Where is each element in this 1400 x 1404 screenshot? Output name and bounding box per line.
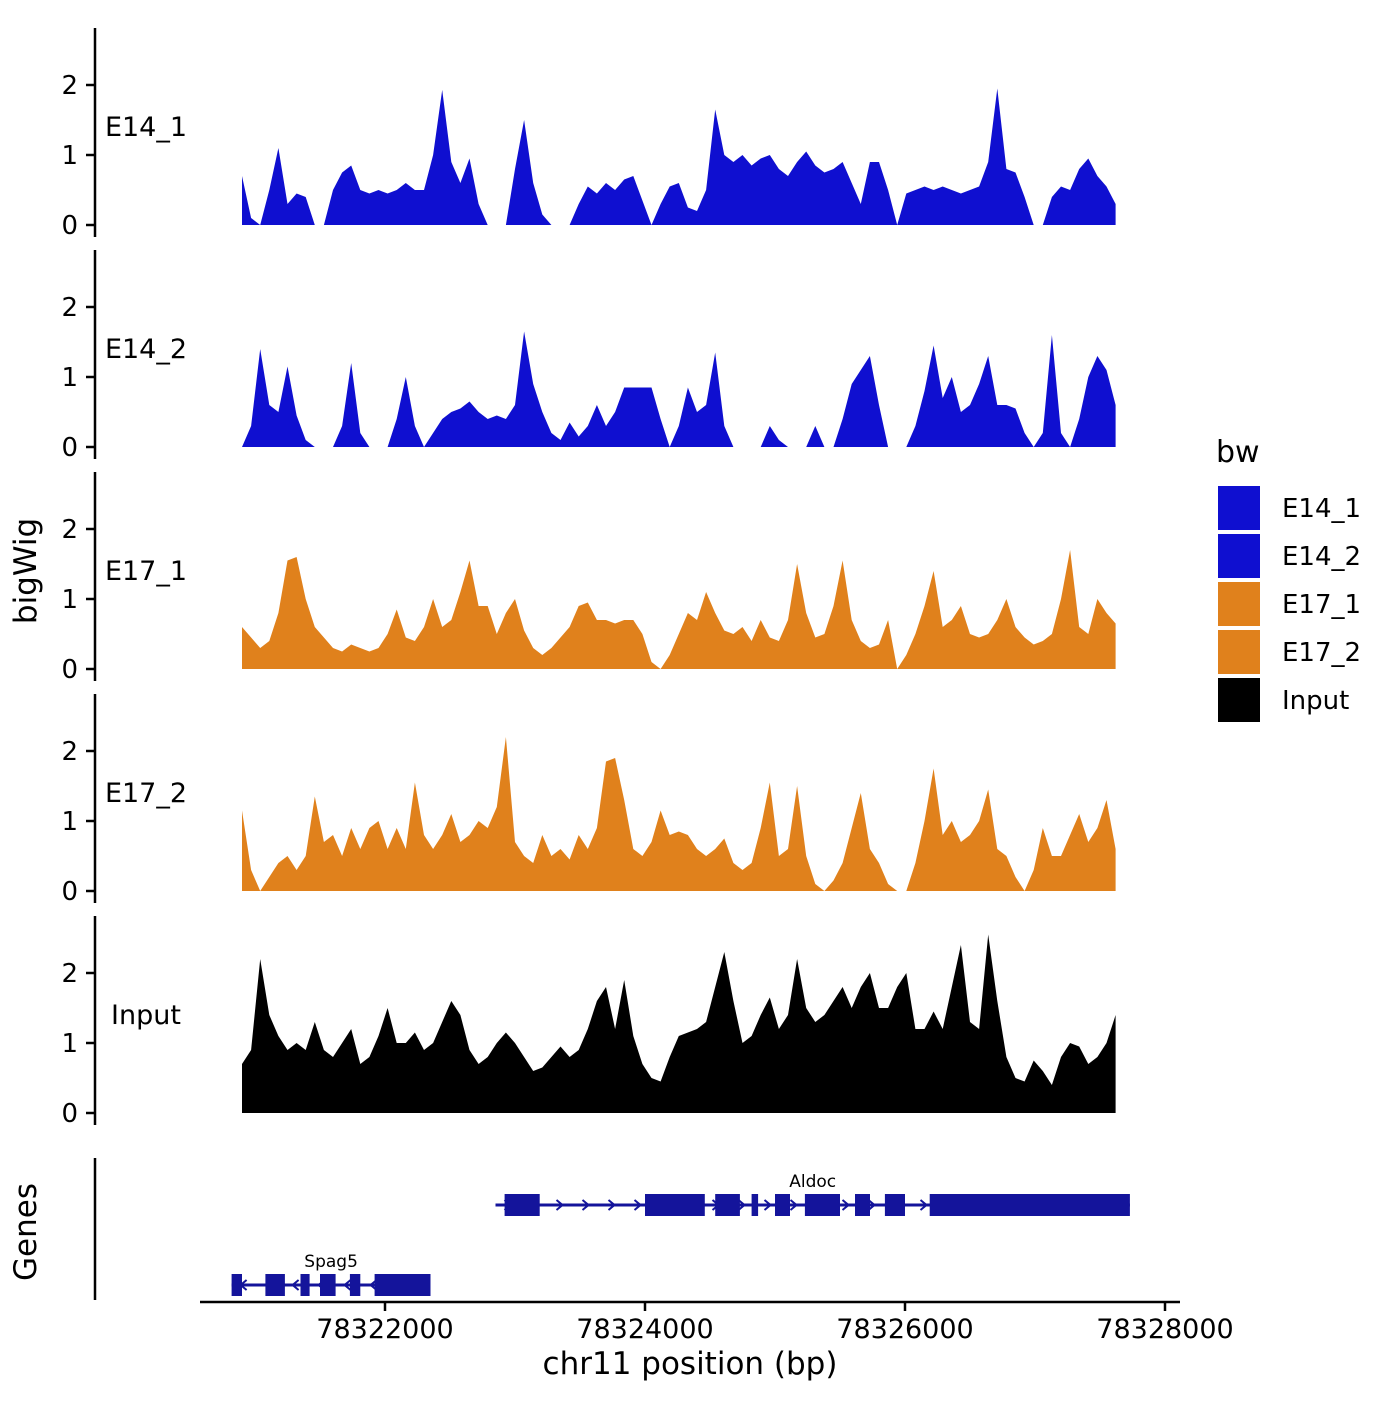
y-tick-label: 1 bbox=[61, 1029, 78, 1059]
exon-box bbox=[775, 1194, 790, 1216]
y-tick-label: 1 bbox=[61, 585, 78, 615]
y-tick-label: 0 bbox=[61, 655, 78, 685]
exon-box bbox=[374, 1274, 431, 1296]
strand-arrow-icon bbox=[867, 1199, 877, 1211]
track-label-E17_1: E17_1 bbox=[105, 556, 187, 587]
y-axis-title: bigWig bbox=[8, 518, 44, 624]
strand-arrow-icon bbox=[763, 1199, 773, 1211]
gene-label: Aldoc bbox=[789, 1172, 836, 1192]
exon-box bbox=[884, 1194, 905, 1216]
track-label-E17_2: E17_2 bbox=[105, 778, 187, 809]
y-tick-label: 0 bbox=[61, 1099, 78, 1129]
strand-arrow-icon bbox=[737, 1199, 747, 1211]
legend-entry-E17_1: E17_1 bbox=[1218, 582, 1361, 626]
y-tick-label: 0 bbox=[61, 211, 78, 241]
legend-title: bw bbox=[1216, 435, 1260, 470]
x-axis: 78322000 78324000 78326000 78328000 bbox=[200, 1300, 1234, 1345]
genes-axis-title: Genes bbox=[8, 1183, 44, 1281]
legend-entries: E14_1 E14_2 E17_1 E17_2 Input bbox=[1218, 486, 1361, 722]
legend-label: E17_2 bbox=[1282, 638, 1361, 668]
signal-area-Input bbox=[242, 934, 1116, 1113]
strand-arrow-icon bbox=[291, 1279, 300, 1291]
signal-area-E14_2 bbox=[242, 331, 1116, 447]
legend-label: Input bbox=[1282, 686, 1349, 716]
legend-entry-E14_1: E14_1 bbox=[1218, 486, 1361, 530]
track-label-E14_1: E14_1 bbox=[105, 112, 187, 143]
y-tick-label: 2 bbox=[61, 515, 78, 545]
y-tick-label: 0 bbox=[61, 877, 78, 907]
y-tick-label: 2 bbox=[61, 737, 78, 767]
strand-arrow-icon bbox=[555, 1199, 565, 1211]
y-tick-label: 2 bbox=[61, 959, 78, 989]
strand-arrow-icon bbox=[581, 1199, 591, 1211]
track-E14_2: 0 1 2 E14_2 bbox=[61, 250, 1116, 463]
legend-key-swatch bbox=[1218, 678, 1260, 722]
legend-key-swatch bbox=[1218, 534, 1260, 578]
x-tick-label: 78328000 bbox=[1096, 1314, 1233, 1345]
exon-box bbox=[349, 1274, 361, 1296]
exon-box bbox=[804, 1194, 840, 1216]
track-E17_2: 0 1 2 E17_2 bbox=[61, 694, 1116, 907]
legend-entry-E17_2: E17_2 bbox=[1218, 630, 1361, 674]
legend-entry-E14_2: E14_2 bbox=[1218, 534, 1361, 578]
gene-Aldoc: Aldoc bbox=[495, 1172, 1130, 1216]
legend-entry-Input: Input bbox=[1218, 678, 1349, 722]
exon-box bbox=[300, 1274, 310, 1296]
signal-area-E14_1 bbox=[242, 88, 1116, 225]
x-tick-label: 78326000 bbox=[836, 1314, 973, 1345]
track-Input: 0 1 2 Input bbox=[61, 916, 1116, 1129]
genes-track: Aldoc Spag5 bbox=[93, 1158, 1130, 1300]
exon-box bbox=[715, 1194, 740, 1216]
legend-label: E14_1 bbox=[1282, 494, 1361, 524]
exon-box bbox=[320, 1274, 336, 1296]
track-label-E14_2: E14_2 bbox=[105, 334, 187, 365]
signal-tracks: 0 1 2 E14_1 0 1 2 E14_2 0 1 2 E17_1 0 1 2 E17_2 0 1 2 Input bbox=[61, 28, 1116, 1129]
signal-area-E17_2 bbox=[242, 737, 1116, 891]
gene-Spag5: Spag5 bbox=[231, 1252, 431, 1296]
strand-arrow-icon bbox=[841, 1199, 851, 1211]
legend-label: E14_2 bbox=[1282, 542, 1361, 572]
exon-box bbox=[265, 1274, 285, 1296]
exon-box bbox=[929, 1194, 1130, 1216]
gene-label: Spag5 bbox=[304, 1252, 358, 1272]
x-tick-label: 78324000 bbox=[576, 1314, 713, 1345]
strand-arrow-icon bbox=[633, 1199, 643, 1211]
x-axis-title: chr11 position (bp) bbox=[543, 1346, 838, 1382]
y-tick-label: 0 bbox=[61, 433, 78, 463]
legend-key-swatch bbox=[1218, 582, 1260, 626]
strand-arrow-icon bbox=[343, 1279, 352, 1291]
exon-box bbox=[645, 1194, 705, 1216]
y-tick-label: 1 bbox=[61, 363, 78, 393]
legend-label: E17_1 bbox=[1282, 590, 1361, 620]
y-tick-label: 2 bbox=[61, 71, 78, 101]
y-tick-label: 1 bbox=[61, 807, 78, 837]
strand-arrow-icon bbox=[607, 1199, 617, 1211]
strand-arrow-icon bbox=[789, 1199, 799, 1211]
legend-key-swatch bbox=[1218, 486, 1260, 530]
y-tick-label: 1 bbox=[61, 141, 78, 171]
exon-box bbox=[504, 1194, 540, 1216]
track-E14_1: 0 1 2 E14_1 bbox=[61, 28, 1116, 241]
legend-key-swatch bbox=[1218, 630, 1260, 674]
exon-box bbox=[855, 1194, 870, 1216]
exon-box bbox=[231, 1274, 242, 1296]
y-tick-label: 2 bbox=[61, 293, 78, 323]
track-E17_1: 0 1 2 E17_1 bbox=[61, 472, 1116, 685]
signal-area-E17_1 bbox=[242, 550, 1116, 669]
x-tick-label: 78322000 bbox=[316, 1314, 453, 1345]
strand-arrow-icon bbox=[919, 1199, 929, 1211]
legend: bw E14_1 E14_2 E17_1 E17_2 Input bbox=[1216, 435, 1361, 722]
exon-box bbox=[751, 1194, 759, 1216]
track-label-Input: Input bbox=[111, 1000, 181, 1031]
